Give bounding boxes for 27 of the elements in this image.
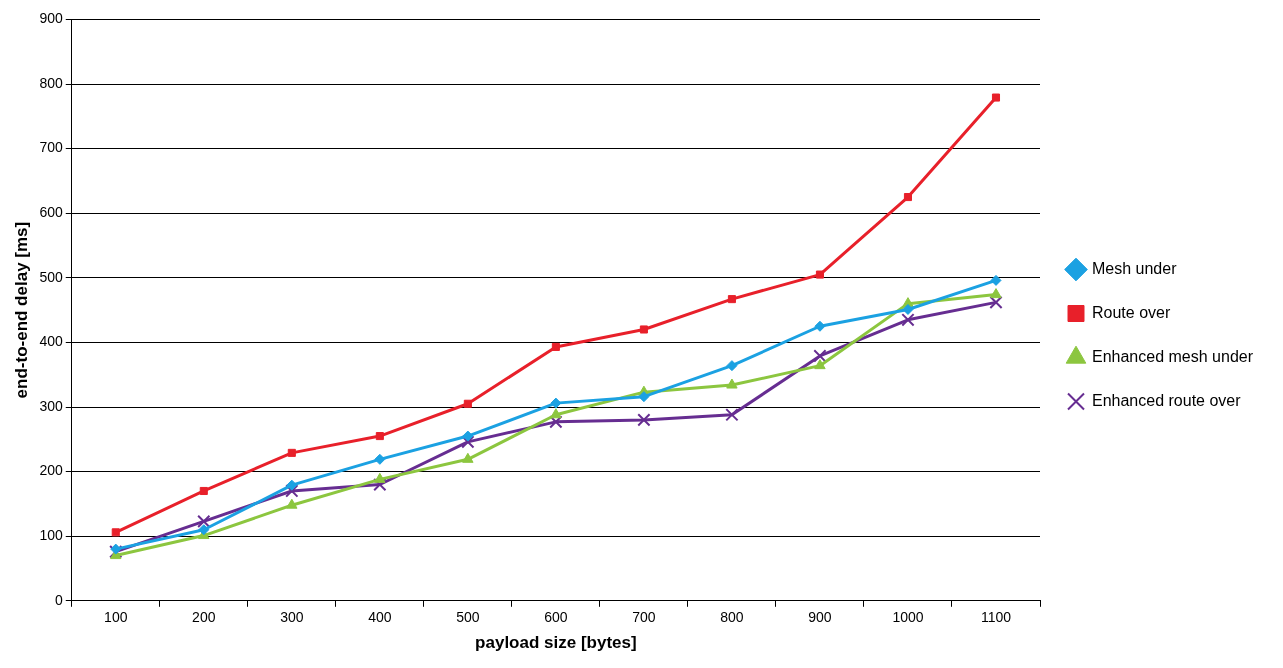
x-tick-label: 500 xyxy=(456,609,480,626)
x-tick-label: 1100 xyxy=(980,609,1012,626)
y-tick-label: 300 xyxy=(39,397,63,414)
legend-label: Route over xyxy=(1092,303,1171,321)
x-axis-title: payload size [bytes] xyxy=(475,633,637,653)
y-tick-label: 700 xyxy=(39,139,63,156)
y-tick-label: 100 xyxy=(39,527,63,544)
x-tick-label: 100 xyxy=(104,609,128,626)
y-tick-label: 900 xyxy=(39,10,63,27)
x-tick-label: 1000 xyxy=(892,609,924,626)
legend-label: Enhanced route over xyxy=(1092,391,1242,409)
x-tick-label: 200 xyxy=(192,609,216,626)
x-tick-label: 800 xyxy=(720,609,744,626)
x-tick-label: 900 xyxy=(808,609,832,626)
legend-label: Mesh under xyxy=(1092,259,1178,277)
y-tick-label: 800 xyxy=(39,74,63,91)
y-axis-title: end-to-end delay [ms] xyxy=(11,221,31,399)
legend-label: Enhanced mesh under xyxy=(1092,347,1254,365)
x-tick-label: 600 xyxy=(544,609,568,626)
y-tick-label: 400 xyxy=(39,333,63,350)
y-tick-label: 0 xyxy=(54,591,63,608)
x-tick-label: 400 xyxy=(368,609,392,626)
y-tick-label: 500 xyxy=(39,268,63,285)
x-tick-label: 700 xyxy=(632,609,656,626)
y-tick-label: 600 xyxy=(39,204,63,221)
y-tick-label: 200 xyxy=(39,462,63,479)
x-tick-label: 300 xyxy=(280,609,304,626)
